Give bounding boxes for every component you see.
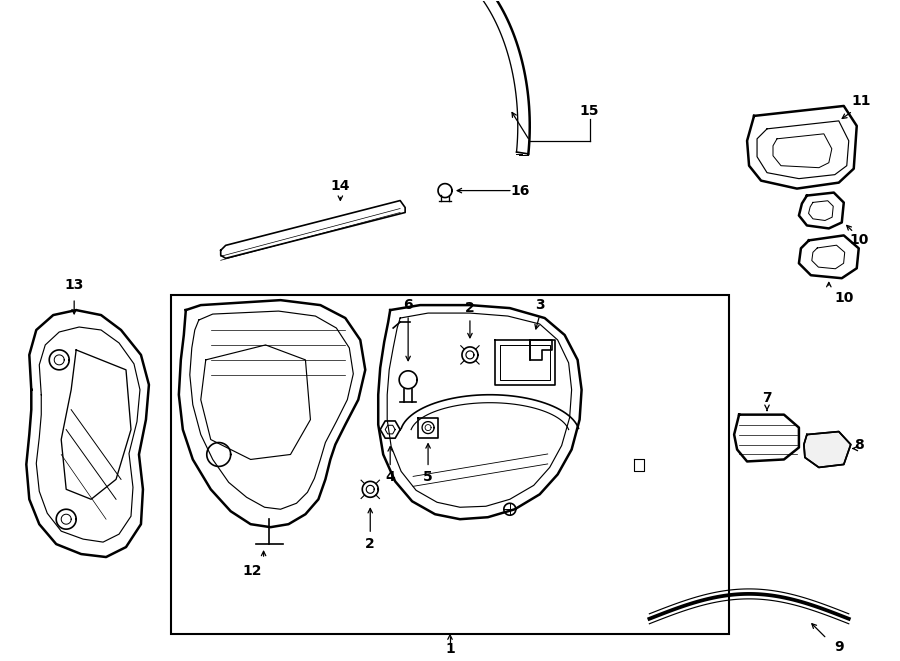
Text: 2: 2: [465, 301, 475, 315]
Text: 16: 16: [510, 184, 529, 198]
Text: 10: 10: [849, 233, 868, 247]
Text: 5: 5: [423, 471, 433, 485]
Text: 1: 1: [446, 642, 454, 656]
Text: 12: 12: [243, 564, 263, 578]
Text: 3: 3: [535, 298, 544, 312]
Text: 9: 9: [834, 640, 843, 654]
Text: 14: 14: [330, 178, 350, 192]
Text: 6: 6: [403, 298, 413, 312]
Polygon shape: [804, 432, 850, 467]
Text: 2: 2: [365, 537, 375, 551]
Text: 10: 10: [834, 291, 853, 305]
Bar: [171, 295, 729, 634]
Text: 8: 8: [854, 438, 864, 451]
Text: 15: 15: [580, 104, 599, 118]
Text: 11: 11: [851, 94, 870, 108]
Text: 4: 4: [385, 471, 395, 485]
Text: 7: 7: [762, 391, 772, 405]
Text: 13: 13: [65, 278, 84, 292]
